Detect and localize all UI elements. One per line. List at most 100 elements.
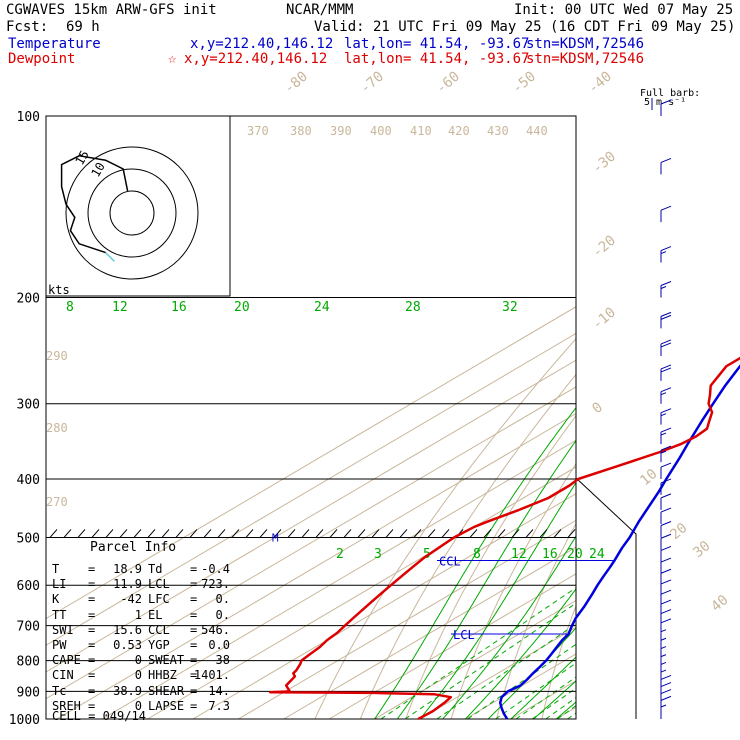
isotherm-tick-label: -10 xyxy=(589,305,619,334)
mixing-ratio-tick-label: 24 xyxy=(589,547,605,562)
dry-adiabat-line xyxy=(450,462,576,719)
hodograph-ring xyxy=(87,168,177,258)
wind-barb-flag xyxy=(660,507,672,513)
parcel-value: 1 xyxy=(134,607,142,622)
parcel-label: T xyxy=(52,562,60,576)
hatch-mark xyxy=(413,529,422,538)
parcel-label: LCL xyxy=(148,577,170,592)
isotherm-line xyxy=(283,546,576,719)
isotherm-line xyxy=(101,439,576,719)
parcel-label: LAPSE xyxy=(148,698,185,713)
forecast-label: Fcst: xyxy=(6,19,49,35)
parcel-equals: = xyxy=(88,622,96,637)
parcel-label: SWI xyxy=(52,622,74,637)
parcel-value: 0. xyxy=(215,607,230,622)
wind-barb-flag xyxy=(660,251,667,255)
hatch-mark xyxy=(189,529,198,538)
parcel-value: 11.9 xyxy=(113,577,142,592)
theta-tick-label: 440 xyxy=(526,124,548,138)
wind-barb-flag xyxy=(660,286,667,289)
temperature-legend: Temperature xyxy=(8,36,101,52)
parcel-value: 14. xyxy=(208,683,230,698)
hodograph-trace xyxy=(60,155,129,254)
parcel-label: SWEAT xyxy=(148,653,185,668)
wind-barb-flag xyxy=(660,689,672,695)
isotherm-tick-label: 30 xyxy=(690,538,713,561)
ccl-label: CCL xyxy=(439,555,461,569)
wind-barb-flag xyxy=(660,618,672,624)
hatch-mark xyxy=(511,529,520,538)
pressure-tick-label: 300 xyxy=(17,398,40,413)
hodograph-ring xyxy=(65,146,199,280)
barb-panel-border xyxy=(575,477,637,719)
parcel-equals: = xyxy=(190,562,198,576)
parcel-equals: = xyxy=(190,638,198,652)
mixing-ratio-line xyxy=(567,712,576,719)
wind-barb-flag xyxy=(660,533,672,539)
wind-barb-flag xyxy=(660,432,667,436)
mixing-ratio-tick-label: 8 xyxy=(66,300,74,315)
hatch-mark xyxy=(105,529,114,538)
wind-barb-flag xyxy=(660,281,672,286)
hatch-mark xyxy=(245,529,254,538)
wind-barb-flag xyxy=(660,478,672,484)
parcel-label: PW xyxy=(52,638,67,652)
dry-adiabat-line xyxy=(495,522,576,719)
hatch-mark xyxy=(567,529,576,538)
parcel-equals: = xyxy=(190,592,198,607)
theta-tick-label: 390 xyxy=(330,124,352,138)
moist-adiabat-line xyxy=(533,680,576,719)
hatch-mark xyxy=(161,529,170,538)
wind-barb-flag xyxy=(660,704,667,708)
wind-barb-flag xyxy=(660,408,672,414)
parcel-equals: = xyxy=(88,638,96,652)
hodograph-ring-label: 10 xyxy=(88,160,107,180)
wind-barb-flag xyxy=(660,557,672,563)
isotherm-line xyxy=(555,706,576,719)
hatch-mark xyxy=(119,529,128,538)
parcel-value: 723. xyxy=(201,577,230,592)
parcel-label: LI xyxy=(52,577,67,592)
theta-tick-label: 420 xyxy=(448,124,470,138)
parcel-equals: = xyxy=(190,668,198,683)
parcel-equals: = xyxy=(190,607,198,622)
isotherm-tick-label: -50 xyxy=(509,69,539,98)
mixing-ratio-tick-label: 20 xyxy=(567,547,583,562)
wind-barb-flag xyxy=(660,367,672,373)
wind-barb-flag xyxy=(660,387,672,393)
hatch-mark xyxy=(343,529,352,538)
wind-barb-flag xyxy=(660,654,667,658)
moist-adiabat-line xyxy=(510,656,576,719)
hatch-mark xyxy=(231,529,240,538)
parcel-label: CCL xyxy=(148,622,170,637)
parcel-value: 0. xyxy=(215,592,230,607)
parcel-value: 0 xyxy=(134,698,142,713)
parcel-value: 546. xyxy=(201,622,230,637)
wind-barb-flag xyxy=(660,521,672,526)
hatch-mark xyxy=(427,529,436,538)
mixing-ratio-line xyxy=(380,587,576,719)
wind-barb-flag xyxy=(660,205,672,211)
theta-tick-label: 370 xyxy=(247,124,269,138)
parcel-equals: = xyxy=(190,622,198,637)
temperature-xy: x,y=212.40,146.12 xyxy=(190,36,334,52)
wind-barb-flag xyxy=(660,682,672,688)
hatch-mark xyxy=(483,529,492,538)
theta-tick-label: 400 xyxy=(370,124,392,138)
parcel-label: TT xyxy=(52,607,67,622)
isotherm-tick-label: -70 xyxy=(357,69,387,98)
mixing-ratio-tick-label: 16 xyxy=(171,300,187,315)
wind-barb-flag xyxy=(660,311,672,317)
isotherm-line xyxy=(465,653,576,719)
parcel-info-title: Parcel Info xyxy=(90,540,177,555)
pressure-tick-label: 500 xyxy=(17,531,40,546)
parcel-equals: = xyxy=(190,683,198,698)
parcel-value: 0 xyxy=(134,653,142,668)
wind-barb-flag xyxy=(660,545,672,551)
mixing-ratio-tick-label: 20 xyxy=(234,300,250,315)
hatch-mark xyxy=(539,529,548,538)
parcel-label: CIN xyxy=(52,668,74,683)
wind-barb-flag xyxy=(660,629,667,633)
wind-barb-flag xyxy=(660,99,672,105)
parcel-equals: = xyxy=(88,698,96,713)
